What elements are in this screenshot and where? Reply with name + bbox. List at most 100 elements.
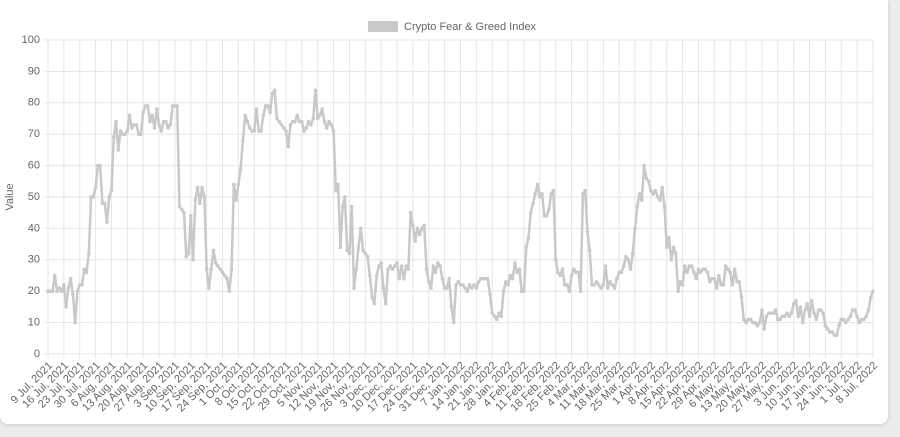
data-point <box>182 210 186 215</box>
data-point <box>211 248 216 253</box>
data-point <box>349 204 354 209</box>
y-tick-label: 90 <box>28 65 40 77</box>
data-point <box>327 119 331 124</box>
data-point <box>463 286 467 290</box>
data-point <box>222 273 227 278</box>
data-point <box>259 129 263 133</box>
data-point <box>277 119 281 124</box>
data-point <box>413 239 417 243</box>
data-point <box>755 323 760 328</box>
data-point <box>515 270 519 275</box>
data-point <box>454 283 458 287</box>
data-point <box>592 283 597 287</box>
y-axis-label: Value <box>4 183 16 210</box>
data-point <box>361 248 365 253</box>
data-point <box>188 214 193 218</box>
data-point <box>676 289 680 294</box>
data-point <box>50 289 55 294</box>
data-point <box>381 286 386 290</box>
data-point <box>243 113 247 118</box>
data-point <box>572 267 576 272</box>
data-point <box>531 201 535 206</box>
data-point <box>168 122 173 127</box>
data-point <box>279 122 284 127</box>
data-point <box>386 267 390 272</box>
data-point <box>510 276 515 281</box>
data-point <box>372 301 377 306</box>
legend-swatch <box>368 21 398 32</box>
data-point <box>798 305 803 309</box>
data-point <box>558 273 563 278</box>
data-point <box>494 317 499 322</box>
data-point <box>608 279 612 284</box>
data-point <box>528 210 533 215</box>
data-point <box>111 135 116 140</box>
data-point <box>55 289 59 294</box>
data-point <box>800 320 805 325</box>
data-point <box>855 314 859 319</box>
y-tick-label: 60 <box>28 160 40 172</box>
data-point <box>281 126 286 130</box>
data-point <box>415 226 420 231</box>
data-point <box>266 104 270 108</box>
data-point <box>213 261 218 265</box>
data-point <box>585 229 590 234</box>
data-point <box>814 317 819 322</box>
data-point <box>145 104 150 108</box>
data-point <box>504 279 508 284</box>
data-point <box>488 292 492 297</box>
data-point <box>626 258 631 262</box>
data-point <box>760 308 764 312</box>
data-point <box>436 261 440 265</box>
data-point <box>191 258 195 262</box>
data-point <box>587 248 592 253</box>
data-point <box>139 132 143 136</box>
data-point <box>649 188 653 193</box>
chart-card <box>0 0 888 424</box>
y-tick-label: 80 <box>28 97 40 109</box>
data-point <box>445 286 449 290</box>
data-point <box>789 311 794 315</box>
data-point <box>606 286 610 290</box>
data-point <box>447 276 451 281</box>
data-point <box>75 289 80 294</box>
data-point <box>456 279 461 284</box>
data-point <box>726 267 730 272</box>
data-point <box>837 323 841 328</box>
data-point <box>91 195 96 199</box>
data-point <box>152 126 157 130</box>
data-point <box>404 264 408 268</box>
data-point <box>696 267 701 272</box>
data-point <box>422 223 427 228</box>
data-point <box>714 286 719 290</box>
y-tick-label: 30 <box>28 254 40 266</box>
data-point <box>556 270 560 275</box>
data-point <box>175 104 179 108</box>
data-point <box>692 270 696 275</box>
data-point <box>109 188 114 193</box>
data-point <box>472 283 476 287</box>
data-point <box>565 283 569 287</box>
data-point <box>721 283 726 287</box>
data-point <box>467 283 472 287</box>
data-point <box>127 113 132 118</box>
data-point <box>322 119 327 124</box>
data-point <box>179 207 184 212</box>
data-point <box>567 289 572 294</box>
data-point <box>819 308 823 312</box>
data-point <box>424 267 429 272</box>
data-point <box>601 283 606 287</box>
data-point <box>664 245 669 250</box>
data-point <box>318 113 322 118</box>
data-point <box>334 188 338 193</box>
data-point <box>526 236 531 240</box>
data-point <box>581 192 585 196</box>
data-point <box>406 267 411 272</box>
data-point <box>630 251 635 256</box>
data-point <box>796 314 801 319</box>
data-point <box>80 283 84 287</box>
data-point <box>329 122 334 127</box>
data-point <box>186 251 191 256</box>
data-point <box>159 129 164 133</box>
